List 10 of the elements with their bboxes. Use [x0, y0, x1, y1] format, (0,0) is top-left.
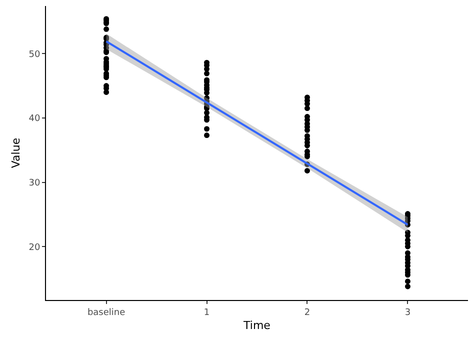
y-tick-label: 20: [28, 242, 40, 253]
x-axis-title: Time: [242, 319, 271, 332]
y-tick-label: 40: [28, 114, 40, 124]
x-tick-label: baseline: [87, 308, 126, 318]
x-tick-label: 2: [304, 308, 310, 318]
y-tick-label: 30: [28, 178, 40, 188]
x-tick-label: 3: [404, 308, 411, 318]
y-axis-title: Value: [9, 138, 22, 168]
y-tick-label: 50: [28, 50, 40, 60]
x-tick-label: 1: [204, 308, 210, 318]
